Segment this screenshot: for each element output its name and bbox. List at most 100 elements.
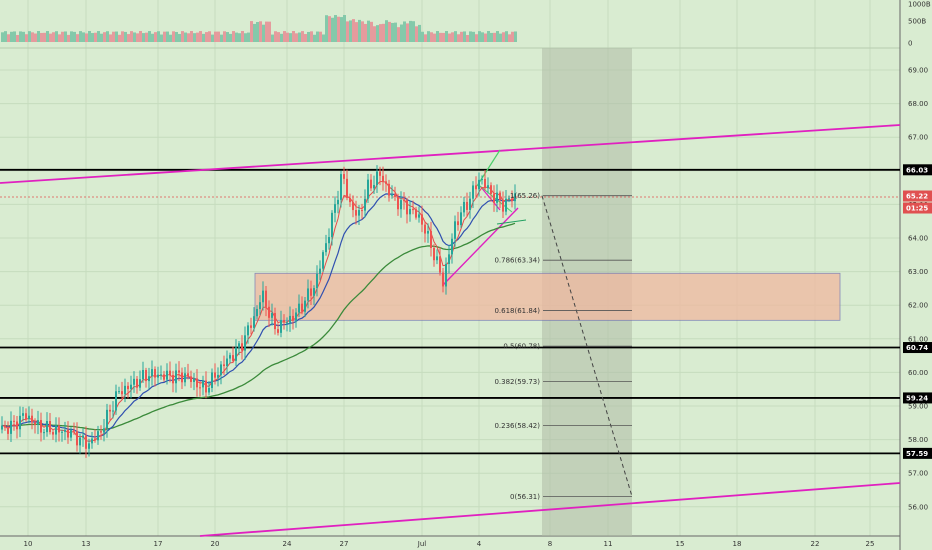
candle-body: [157, 374, 159, 378]
price-tick-label: 68.00: [908, 100, 928, 108]
candle-body: [229, 355, 231, 359]
time-tick-label: 13: [82, 540, 91, 548]
candle-body: [316, 273, 318, 289]
volume-bar: [412, 21, 415, 42]
price-badge-bg: [903, 190, 932, 202]
price-tick-label: 56.00: [908, 503, 928, 511]
candle-body: [385, 181, 387, 184]
candle-body: [88, 443, 90, 449]
volume-bar: [514, 31, 517, 42]
candle-body: [424, 224, 426, 234]
volume-bar: [211, 34, 214, 42]
volume-bar: [256, 22, 259, 42]
price-axis[interactable]: 69.0068.0067.0066.0065.0064.0063.0062.00…: [903, 1, 932, 512]
candle-body: [358, 210, 360, 216]
volume-bar: [289, 33, 292, 42]
candle-body: [178, 370, 180, 373]
candle-body: [430, 231, 432, 249]
candle-body: [463, 201, 465, 213]
volume-bar: [199, 31, 202, 42]
candle-body: [1, 425, 3, 430]
price-badge: 59.24: [903, 392, 932, 404]
candle-body: [190, 376, 192, 383]
price-badge: 01:25: [903, 202, 932, 214]
volume-bar: [4, 31, 7, 42]
candle-body: [499, 192, 501, 200]
candle-body: [193, 378, 195, 383]
candle-body: [271, 313, 273, 318]
volume-bar: [409, 20, 412, 42]
candle-body: [73, 430, 75, 432]
volume-bar: [496, 31, 499, 42]
volume-tick-label: 0: [908, 40, 912, 48]
time-axis[interactable]: 10 13 17 20 24 27 Jul 4 8 11 15 18 22 25: [24, 540, 875, 548]
fibonacci-retracement: 1(65.26) 0.786(63.34) 0.618(61.84) 0.5(60.7…: [494, 192, 632, 501]
price-badge: 60.74: [903, 342, 932, 354]
moving-averages: [1, 181, 516, 442]
price-badge-bg: [903, 392, 932, 404]
volume-bar: [394, 22, 397, 42]
fib-level: 0.786(63.34): [494, 257, 632, 265]
time-tick-label: 18: [733, 540, 742, 548]
candle-body: [496, 192, 498, 203]
volume-bar: [388, 21, 391, 42]
fib-level-label: 0.236(58.42): [494, 422, 540, 430]
candle-body: [247, 325, 249, 336]
volume-bar: [166, 31, 169, 42]
time-tick-label: 25: [866, 540, 875, 548]
candle-body: [346, 178, 348, 198]
candle-body: [37, 420, 39, 425]
price-tick-label: 59.00: [908, 403, 928, 411]
candle-body: [19, 415, 21, 430]
volume-bar: [52, 32, 55, 42]
price-badge: 66.03: [903, 164, 932, 176]
volume-bar: [244, 33, 247, 42]
rising-support-line: [442, 207, 519, 286]
volume-bar: [22, 31, 25, 42]
fib-level-label: 0.5(60.78): [503, 343, 540, 351]
candle-body: [325, 243, 327, 253]
volume-bar: [349, 20, 352, 42]
supply-demand-zone: [254, 272, 841, 321]
candle-body: [160, 374, 162, 376]
time-tick-label: 20: [211, 540, 220, 548]
volume-bar: [433, 33, 436, 42]
price-tick-label: 61.00: [908, 335, 928, 343]
candle-body: [436, 256, 438, 261]
candle-body: [205, 380, 207, 393]
price-badge-label: 57.59: [906, 450, 928, 458]
volume-bar: [361, 21, 364, 42]
candle-body: [70, 430, 72, 438]
volume-bar: [34, 33, 37, 42]
candle-body: [328, 237, 330, 244]
candle-body: [349, 197, 351, 203]
candle-body: [331, 212, 333, 238]
candle-body: [400, 200, 402, 210]
candle-body: [286, 322, 288, 324]
candle-body: [373, 185, 375, 189]
volume-bar: [103, 32, 106, 42]
volume-bar: [202, 33, 205, 42]
volume-bar: [151, 33, 154, 42]
volume-bar: [1, 32, 4, 42]
candle-body: [421, 214, 423, 225]
volume-bar: [499, 33, 502, 42]
volume-bar: [133, 32, 136, 42]
volume-bar: [67, 34, 70, 42]
volume-bar: [250, 21, 253, 42]
volume-bar: [421, 31, 424, 42]
volume-bar: [40, 32, 43, 42]
candle-body: [295, 312, 297, 321]
volume-bar: [511, 31, 514, 42]
volume-bar: [226, 32, 229, 42]
volume-bar: [49, 33, 52, 42]
volume-bar: [352, 19, 355, 42]
volume-bar: [382, 23, 385, 42]
volume-bar: [451, 32, 454, 42]
volume-bar: [469, 31, 472, 42]
price-tick-label: 64.00: [908, 235, 928, 243]
volume-bar: [19, 31, 22, 42]
price-badge: 65.22: [903, 190, 932, 202]
candle-body: [259, 302, 261, 309]
